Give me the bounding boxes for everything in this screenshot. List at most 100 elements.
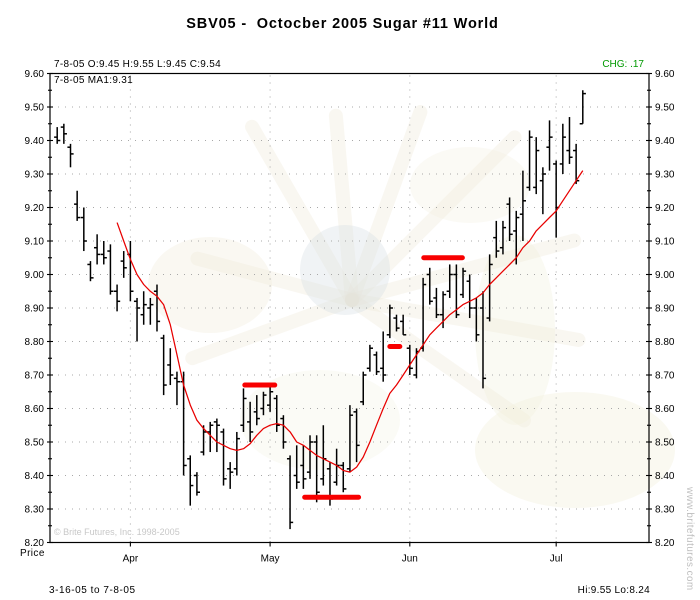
ohlc-bar [200, 425, 207, 456]
right-axis-label: 8.60 [655, 404, 675, 415]
ohlc-bar [180, 371, 187, 476]
ohlc-bar [433, 287, 440, 319]
background-logo-watermark-shape [475, 392, 675, 508]
background-logo-watermark-shape [190, 251, 359, 307]
ohlc-bar [506, 197, 513, 241]
right-axis-label: 9.20 [655, 203, 675, 214]
background-logo-watermark-shape [300, 225, 390, 315]
website-watermark: www.britefutures.com [684, 487, 695, 591]
ohlc-bar [406, 344, 413, 375]
background-logo-watermark-shape [245, 119, 359, 307]
ohlc-bar [286, 455, 294, 530]
right-axis-label: 8.80 [655, 337, 675, 348]
ohlc-bar [346, 405, 354, 473]
month-label: Apr [123, 554, 139, 565]
background-logo-watermark-shape [345, 293, 532, 428]
ohlc-bar [74, 190, 81, 221]
ohlc-bar [260, 391, 267, 416]
ohlc-bar [499, 220, 507, 255]
right-axis-label: 9.00 [655, 270, 675, 281]
change-label: CHG: .17 [602, 59, 644, 70]
ohlc-bar [240, 388, 247, 432]
background-logo-watermark-shape [240, 370, 400, 470]
ohlc-bar [94, 234, 101, 265]
ohlc-bar [579, 90, 586, 125]
ohlc-bar [87, 261, 94, 282]
ohlc-bar [479, 291, 487, 389]
right-axis-label: 8.40 [655, 471, 675, 482]
hi-lo-label: Hi:9.55 Lo:8.24 [577, 585, 650, 596]
ohlc-bar [167, 348, 174, 386]
copyright-watermark: © Brite Futures, Inc. 1998-2005 [54, 527, 180, 537]
ohlc-bar [227, 462, 234, 489]
right-axis-label: 8.50 [655, 438, 675, 449]
left-axis-label: 8.30 [25, 505, 45, 516]
left-axis-label: 9.30 [25, 170, 45, 181]
ohlc-bar [553, 160, 560, 238]
background-logo-watermark-shape [185, 293, 359, 366]
ohlc-bar [539, 167, 546, 215]
ohlc-bar [220, 428, 227, 486]
ohlc-bar [266, 385, 274, 412]
background-logo-watermark-shape [410, 147, 530, 223]
moving-average-line [116, 170, 584, 473]
background-logo-watermark-shape [328, 108, 359, 307]
ohlc-bar [360, 371, 367, 406]
ohlc-bar [393, 314, 400, 332]
month-label: Jul [550, 554, 563, 565]
quote-info-line: 7-8-05 O:9.45 H:9.55 L:9.45 C:9.54 [54, 59, 221, 70]
background-logo-watermark-shape [148, 237, 272, 333]
right-axis-label: 8.70 [655, 371, 675, 382]
left-axis-label: 8.80 [25, 337, 45, 348]
right-axis-label: 8.90 [655, 304, 675, 315]
ohlc-bar [133, 297, 141, 342]
ohlc-bar [426, 267, 433, 305]
ohlc-bar [160, 334, 167, 396]
ohlc-bar [273, 395, 280, 432]
ohlc-bar [380, 331, 387, 382]
ohlc-bar [400, 314, 407, 336]
left-axis-label: 9.50 [25, 103, 45, 114]
month-label: May [261, 554, 280, 565]
ohlc-bar [533, 137, 540, 195]
ohlc-bar [54, 127, 61, 144]
ohlc-bar [293, 445, 300, 489]
background-logo-watermark [148, 105, 675, 508]
right-axis-label: 8.30 [655, 505, 675, 516]
ohlc-bar [67, 143, 74, 168]
ohlc-bar [173, 371, 181, 406]
right-axis-label: 8.20 [655, 538, 675, 549]
ohlc-bar [120, 251, 127, 278]
ohlc-bar [80, 207, 87, 252]
right-axis-label: 9.30 [655, 170, 675, 181]
ohlc-bar [233, 431, 240, 476]
left-axis-label: 9.10 [25, 237, 45, 248]
left-axis-label: 8.90 [25, 304, 45, 315]
moving-average-info-line: 7-8-05 MA1:9.31 [54, 75, 133, 86]
ohlc-bar [140, 291, 147, 325]
chart-title: SBV05 - Octocber 2005 Sugar #11 World [186, 16, 499, 32]
price-axis-title: Price [20, 548, 45, 559]
ohlc-bar [466, 274, 473, 319]
ohlc-bar [459, 267, 467, 298]
ohlc-bar [566, 117, 573, 164]
ohlc-bar [187, 455, 194, 506]
left-axis-label: 8.50 [25, 438, 45, 449]
ohlc-bar [559, 123, 566, 174]
ohlc-bar [147, 297, 154, 325]
background-logo-watermark-shape [345, 105, 428, 307]
ohlc-bar [446, 264, 453, 298]
ohlc-bar [373, 351, 380, 375]
background-logo-watermark-shape [475, 235, 555, 425]
right-axis-label: 9.60 [655, 69, 675, 80]
ohlc-bar [340, 462, 347, 493]
right-axis-label: 9.40 [655, 136, 675, 147]
ohlc-bar [153, 284, 161, 332]
ohlc-bar [473, 297, 480, 342]
ohlc-bar [247, 401, 254, 442]
ohlc-bar [100, 241, 107, 265]
ohlc-bar [60, 123, 67, 144]
left-axis-label: 9.20 [25, 203, 45, 214]
